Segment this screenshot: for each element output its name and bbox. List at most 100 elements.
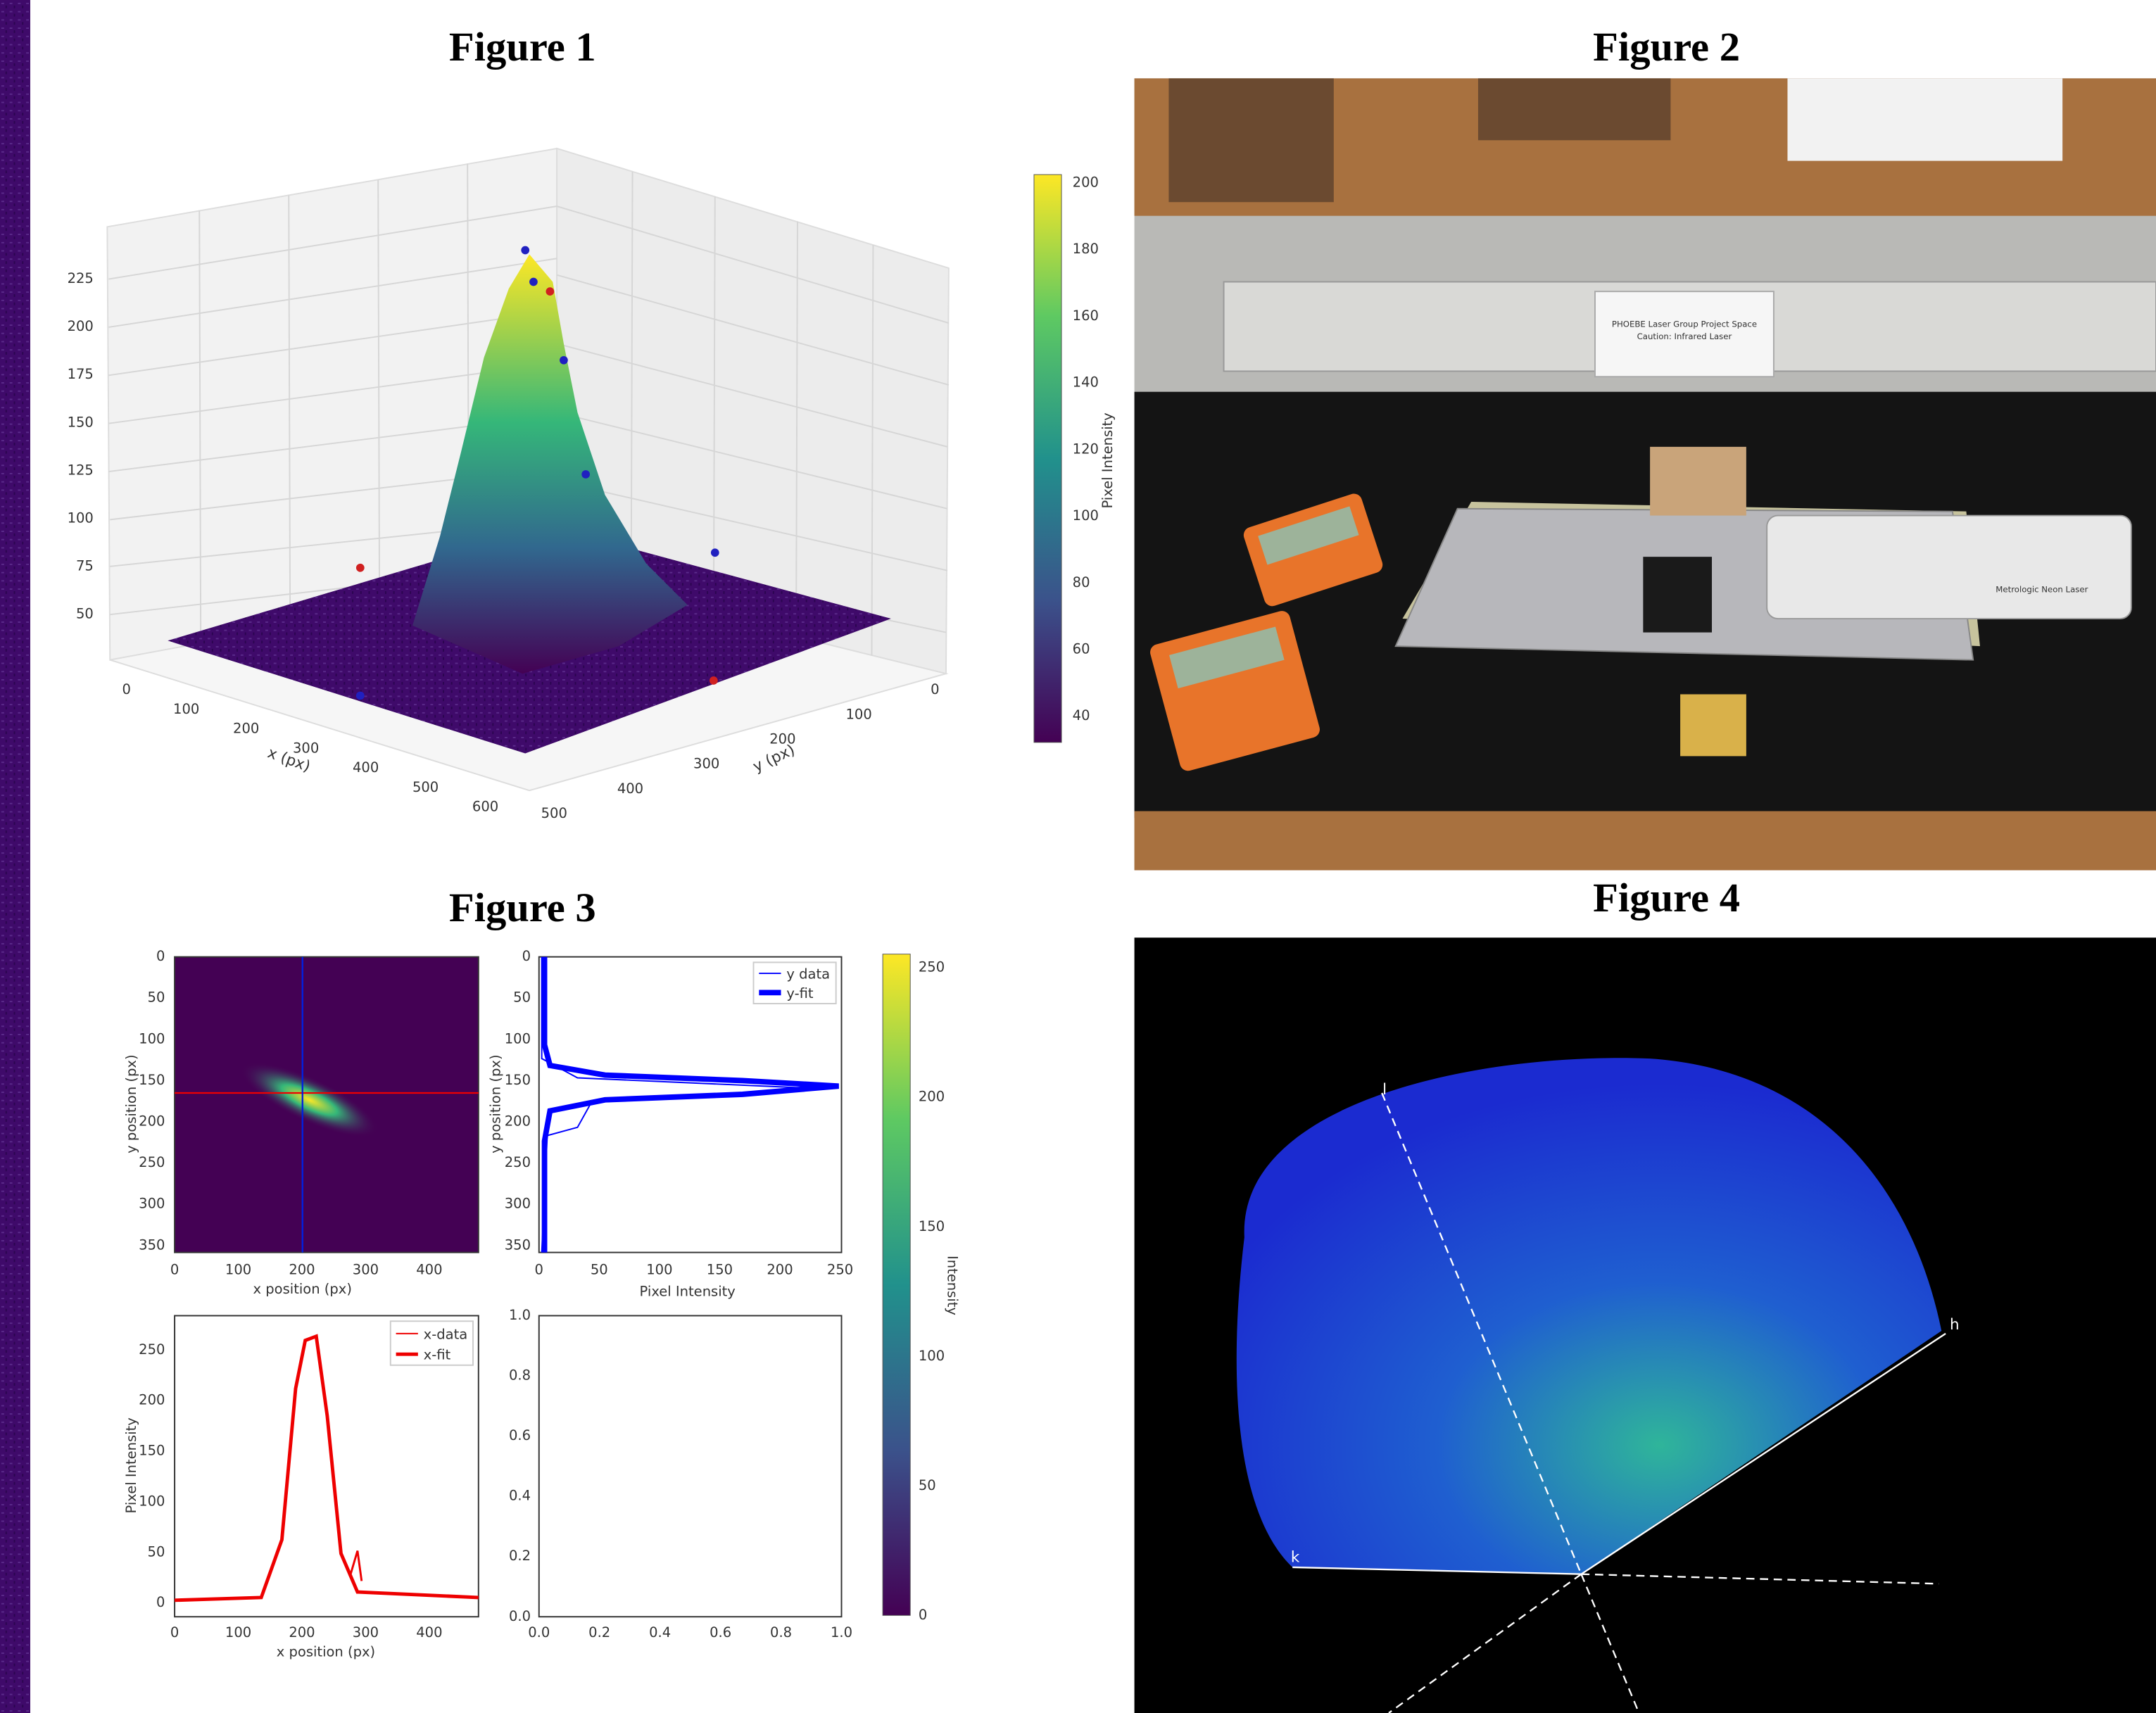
reciprocal-space-render [1134, 937, 2156, 1713]
figure-title: Figure 2 [1593, 24, 1740, 70]
tick-label: 200 [289, 1261, 315, 1277]
tick-label: 0.2 [588, 1624, 610, 1641]
tick-label: 0.6 [710, 1624, 731, 1641]
tick-label: 300 [293, 740, 319, 756]
legend-entry: x-data [424, 1326, 468, 1342]
tick-label: 250 [139, 1341, 165, 1358]
tick-label: 150 [139, 1443, 165, 1459]
axis-label: y position (px) [488, 1054, 504, 1153]
tick-label: 160 [1073, 308, 1099, 324]
tick-label: 100 [1073, 507, 1099, 524]
tick-label: 150 [505, 1072, 531, 1088]
tick-label: 1.0 [831, 1624, 852, 1641]
tick-label: 250 [919, 959, 945, 975]
axis-label: Pixel Intensity [640, 1284, 736, 1300]
axis-label: l [1382, 1081, 1387, 1099]
legend-entry: y data [786, 966, 830, 982]
tick-label: 200 [919, 1089, 945, 1105]
tick-label: 200 [767, 1261, 793, 1277]
tick-label: 200 [139, 1113, 165, 1130]
tick-label: 200 [505, 1113, 531, 1130]
lab-photo: PHOEBE Laser Group Project Space Caution… [1134, 78, 2156, 871]
tick-label: 400 [416, 1624, 442, 1641]
tick-label: 75 [76, 558, 94, 574]
laser-label: Metrologic Neon Laser [1996, 585, 2088, 595]
tick-label: 140 [1073, 374, 1099, 391]
tick-label: 0 [931, 681, 939, 697]
tick-label: 0 [522, 948, 531, 964]
tick-label: 100 [139, 1030, 165, 1047]
tick-label: 100 [225, 1624, 251, 1641]
tick-label: 600 [472, 799, 498, 815]
tick-label: 500 [412, 779, 439, 795]
tick-label: 50 [76, 606, 94, 622]
tick-label: 100 [68, 510, 94, 526]
tick-label: 0 [156, 1594, 165, 1610]
tick-label: 300 [353, 1624, 379, 1641]
tick-label: 225 [68, 270, 94, 286]
tick-label: 0 [170, 1624, 179, 1641]
tick-label: 0 [919, 1607, 927, 1623]
figure3-panels [174, 954, 911, 1618]
tick-label: 100 [225, 1261, 251, 1277]
tick-label: 0.0 [509, 1608, 531, 1624]
tick-label: 200 [68, 318, 94, 334]
tick-label: 200 [769, 731, 795, 747]
tick-label: 300 [139, 1196, 165, 1212]
tick-label: 0 [122, 681, 131, 697]
tick-label: 60 [1073, 641, 1090, 657]
tick-label: 0.4 [509, 1488, 531, 1504]
axis-label: x position (px) [253, 1281, 352, 1297]
tick-label: 400 [617, 780, 643, 797]
tick-label: 50 [919, 1477, 936, 1493]
tick-label: 0.8 [509, 1367, 531, 1384]
tick-label: 200 [289, 1624, 315, 1641]
tick-label: 300 [353, 1261, 379, 1277]
tick-label: 200 [233, 721, 259, 737]
axis-label: k [1291, 1548, 1300, 1566]
tick-label: 100 [646, 1261, 672, 1277]
tick-label: 400 [353, 759, 379, 776]
legend-entry: x-fit [424, 1347, 451, 1363]
colorbar-label: Intensity [944, 1256, 960, 1315]
axis-label: x position (px) [277, 1644, 375, 1660]
tick-label: 120 [1073, 441, 1099, 457]
tick-label: 150 [139, 1072, 165, 1088]
tick-label: 180 [1073, 241, 1099, 257]
tick-label: 250 [827, 1261, 853, 1277]
side-strip [0, 0, 30, 1713]
tick-label: 300 [693, 756, 719, 772]
tick-label: 0.0 [528, 1624, 550, 1641]
tick-label: 50 [513, 990, 531, 1006]
tick-label: 150 [919, 1218, 945, 1234]
tick-label: 500 [541, 805, 567, 821]
axis-label: Pixel Intensity [123, 1417, 139, 1513]
figure-title: Figure 1 [449, 24, 596, 70]
surface-plot [106, 147, 1062, 792]
sign-text: Caution: Infrared Laser [1637, 331, 1732, 341]
tick-label: 250 [505, 1154, 531, 1170]
tick-label: 0.6 [509, 1427, 531, 1443]
tick-label: 100 [845, 706, 871, 722]
tick-label: 50 [591, 1261, 608, 1277]
tick-label: 80 [1073, 574, 1090, 590]
tick-label: 300 [505, 1196, 531, 1212]
figure-title: Figure 3 [449, 885, 596, 930]
tick-label: 125 [68, 462, 94, 478]
tick-label: 400 [416, 1261, 442, 1277]
tick-label: 100 [505, 1030, 531, 1047]
tick-label: 175 [68, 366, 94, 382]
tick-label: 350 [505, 1237, 531, 1253]
tick-label: 50 [148, 1543, 165, 1560]
tick-label: 50 [148, 990, 165, 1006]
tick-label: 0 [170, 1261, 179, 1277]
tick-label: 100 [139, 1493, 165, 1509]
figure-title: Figure 4 [1593, 875, 1740, 921]
legend-entry: y-fit [786, 985, 814, 1001]
tick-label: 200 [139, 1392, 165, 1408]
tick-label: 250 [139, 1154, 165, 1170]
tick-label: 0 [535, 1261, 543, 1277]
axis-label: y position (px) [123, 1054, 139, 1153]
tick-label: 350 [139, 1237, 165, 1253]
